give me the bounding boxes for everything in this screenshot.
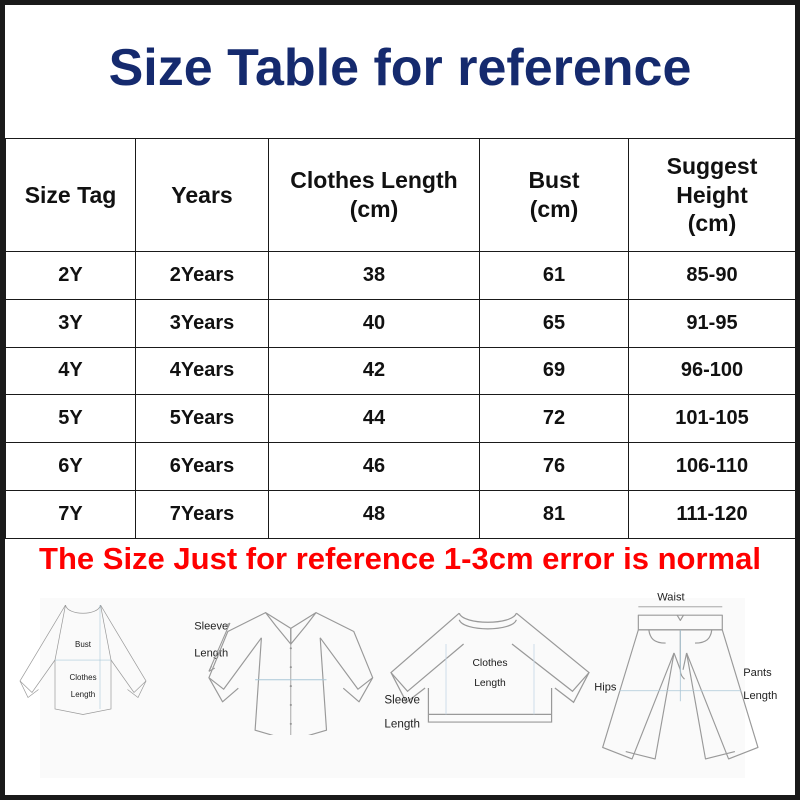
svg-text:Length: Length (384, 718, 420, 730)
svg-text:Length: Length (743, 690, 777, 702)
svg-text:Pants: Pants (743, 667, 772, 679)
svg-text:Sleeve: Sleeve (194, 620, 228, 632)
svg-text:Length: Length (71, 690, 95, 699)
svg-text:Clothes: Clothes (472, 658, 507, 669)
svg-text:Sleeve: Sleeve (384, 693, 420, 706)
svg-text:Waist: Waist (657, 591, 684, 603)
svg-text:Hips: Hips (594, 682, 617, 694)
svg-text:Bust: Bust (75, 640, 92, 649)
svg-text:Length: Length (194, 648, 228, 660)
svg-text:Clothes: Clothes (69, 673, 96, 682)
svg-text:Length: Length (474, 678, 506, 689)
